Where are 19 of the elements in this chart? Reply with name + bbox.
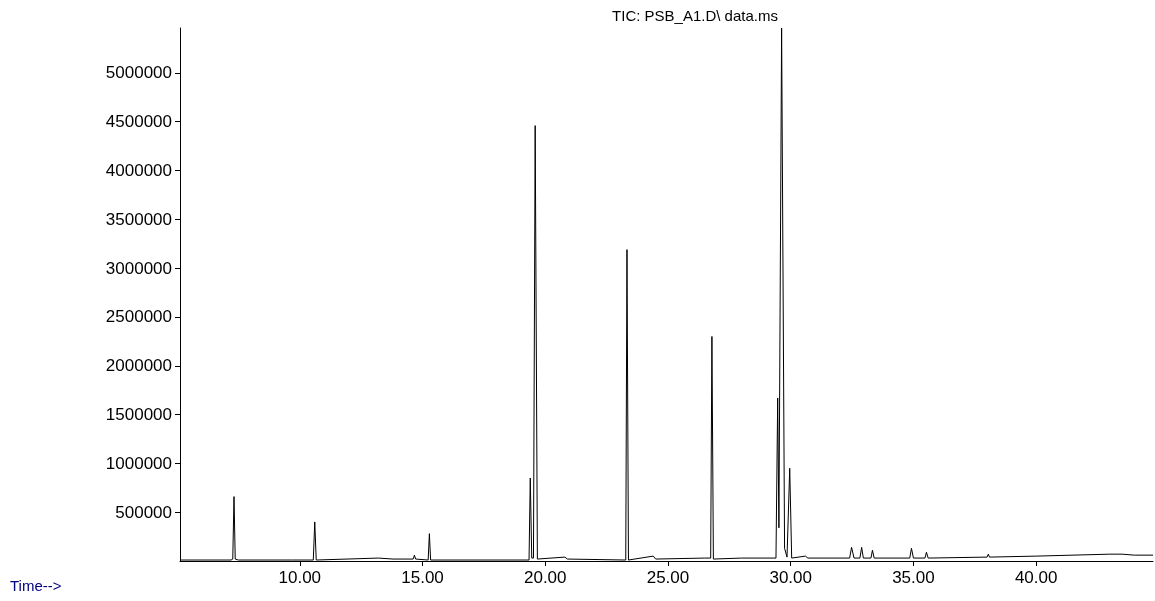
x-tick-label: 25.00 xyxy=(646,568,690,587)
y-tick-label: 2000000 xyxy=(105,356,172,376)
x-axis-title: Time--> xyxy=(10,577,62,594)
y-tick-label: 5000000 xyxy=(105,63,172,83)
y-tick-label: 3000000 xyxy=(105,258,172,278)
y-tick-label: 2500000 xyxy=(105,307,172,327)
y-tick-label: 1000000 xyxy=(105,453,172,473)
y-tick-label: 1500000 xyxy=(105,405,172,425)
y-tick-label: 4500000 xyxy=(105,112,172,132)
chart-title: TIC: PSB_A1.D\ data.ms xyxy=(612,7,778,24)
x-tick-label: 40.00 xyxy=(1014,568,1058,587)
y-tick-label: 4000000 xyxy=(105,161,172,181)
x-tick-label: 20.00 xyxy=(523,568,567,587)
x-tick-label: 15.00 xyxy=(401,568,444,587)
x-tick-label: 35.00 xyxy=(892,568,935,587)
y-tick-label: 500000 xyxy=(115,502,172,522)
x-tick-label: 10.00 xyxy=(278,568,322,587)
y-tick-label: 3500000 xyxy=(105,209,172,229)
x-tick-label: 30.00 xyxy=(769,568,812,587)
